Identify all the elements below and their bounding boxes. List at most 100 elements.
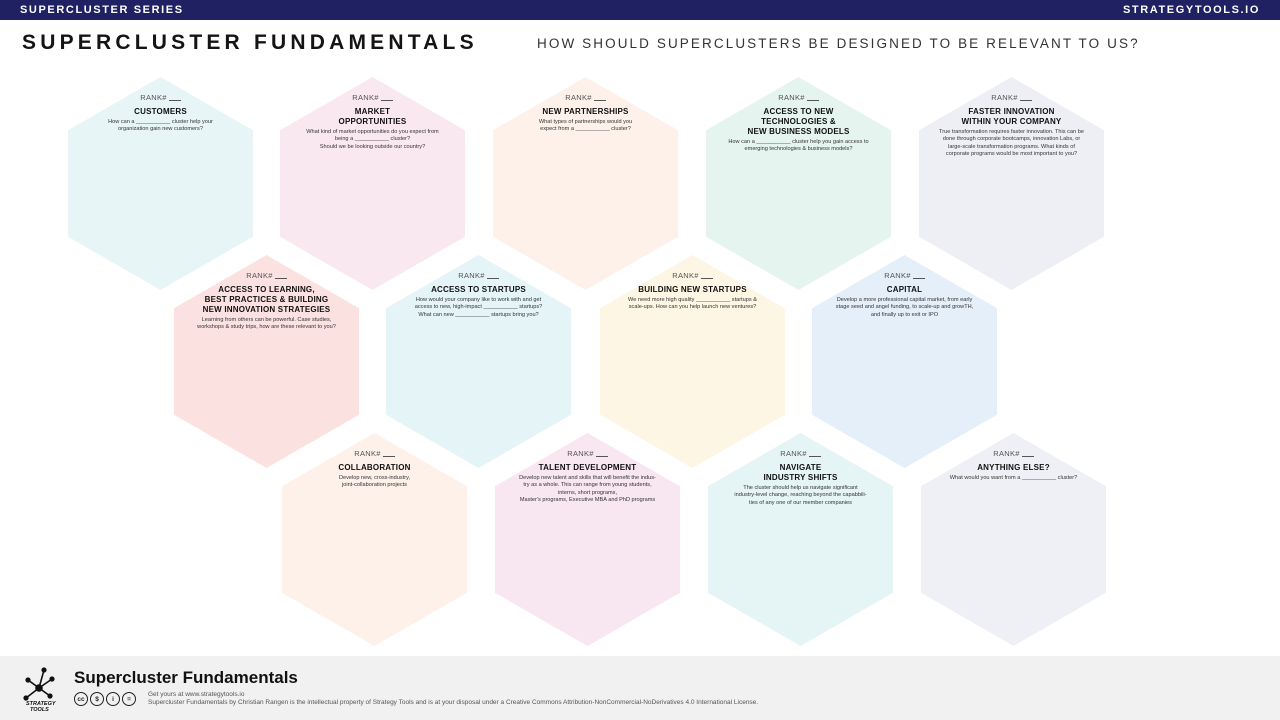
hexagon-description-line: Should we be looking outside our country…: [319, 143, 426, 150]
rank-field[interactable]: RANK#: [927, 449, 1100, 458]
rank-field[interactable]: RANK#: [925, 93, 1098, 102]
hexagon-description: What kind of market opportunities do you…: [286, 129, 459, 151]
rank-blank[interactable]: [380, 100, 393, 101]
hexagon-title-line: COLLABORATION: [338, 463, 411, 472]
hexagon-new-partnerships[interactable]: RANK# NEW PARTNERSHIPS What types of partn…: [493, 77, 678, 290]
hexagon-description: The cluster should help us navigate sign…: [714, 485, 887, 507]
rank-blank[interactable]: [1019, 100, 1032, 101]
hexagon-description-line: True transformation requires faster inno…: [939, 129, 1084, 135]
rank-field[interactable]: RANK#: [501, 449, 674, 458]
rank-label: RANK#: [567, 449, 594, 458]
hexagon-content: RANK# BUILDING NEW STARTUPS We need more h…: [600, 271, 785, 312]
rank-blank[interactable]: [700, 278, 713, 279]
hexagon-content: RANK# CAPITAL Develop a more professional …: [812, 271, 997, 319]
hexagon-content: RANK# CUSTOMERS How can a ___________ clus…: [68, 93, 253, 134]
rank-blank[interactable]: [808, 456, 821, 457]
rank-blank[interactable]: [274, 278, 287, 279]
hexagon-anything-else[interactable]: RANK# ANYTHING ELSE? What would you want f…: [921, 433, 1106, 646]
hexagon-title-line: NAVIGATE: [779, 463, 822, 472]
hexagon-content: RANK# ANYTHING ELSE? What would you want f…: [921, 449, 1106, 482]
rank-field[interactable]: RANK#: [392, 271, 565, 280]
rank-blank[interactable]: [168, 100, 181, 101]
hexagon-title: NEW PARTNERSHIPS: [499, 107, 672, 117]
hexagon-description-line: stage seed and angel funding, to scale-u…: [835, 304, 974, 311]
rank-blank[interactable]: [593, 100, 606, 101]
hexagon-title-line: ACCESS TO STARTUPS: [431, 285, 526, 294]
hexagon-title-line: NEW INNOVATION STRATEGIES: [202, 305, 331, 314]
rank-label: RANK#: [778, 93, 805, 102]
attribution-icon: i: [106, 692, 120, 706]
hexagon-access-to-startups[interactable]: RANK# ACCESS TO STARTUPS How would your co…: [386, 255, 571, 468]
hexagon-description-line: Learning from others can be powerful. Ca…: [201, 317, 332, 323]
rank-field[interactable]: RANK#: [286, 93, 459, 102]
rank-field[interactable]: RANK#: [606, 271, 779, 280]
rank-label: RANK#: [991, 93, 1018, 102]
rank-blank[interactable]: [595, 456, 608, 457]
hexagon-title-line: ACCESS TO NEW: [763, 107, 834, 116]
hexagon-faster-innovation[interactable]: RANK# FASTER INNOVATION WITHIN YOUR COMPAN…: [919, 77, 1104, 290]
noncommercial-icon: $: [90, 692, 104, 706]
hexagon-collaboration[interactable]: RANK# COLLABORATION Develop new, cross-ind…: [282, 433, 467, 646]
hexagon-content: RANK# FASTER INNOVATION WITHIN YOUR COMPAN…: [919, 93, 1104, 158]
hexagon-access-to-learning[interactable]: RANK# ACCESS TO LEARNING, BEST PRACTICES &…: [174, 255, 359, 468]
rank-field[interactable]: RANK#: [714, 449, 887, 458]
hexagon-content: RANK# ACCESS TO STARTUPS How would your co…: [386, 271, 571, 319]
hexagon-navigate-industry-shifts[interactable]: RANK# NAVIGATE INDUSTRY SHIFTS The cluster …: [708, 433, 893, 646]
hexagon-description-line: How can a ___________ cluster help you g…: [728, 139, 869, 145]
series-label: SUPERCLUSTER SERIES: [20, 4, 184, 16]
rank-field[interactable]: RANK#: [499, 93, 672, 102]
rank-label: RANK#: [246, 271, 273, 280]
hexagon-title-line: CAPITAL: [886, 285, 923, 294]
rank-blank[interactable]: [1021, 456, 1034, 457]
hexagon-title-line: ACCESS TO LEARNING,: [218, 285, 315, 294]
hexagon-description-line: corporate programs would be most importa…: [945, 150, 1078, 157]
site-label: STRATEGYTOOLS.IO: [1122, 4, 1260, 16]
hexagon-title-line: WITHIN YOUR COMPANY: [961, 117, 1062, 126]
hexagon-title: TALENT DEVELOPMENT: [501, 463, 674, 473]
footer-title: Supercluster Fundamentals: [74, 668, 298, 687]
hexagon-title: CAPITAL: [818, 285, 991, 295]
rank-blank[interactable]: [912, 278, 925, 279]
noderivatives-icon: =: [122, 692, 136, 706]
hexagon-title-line: CUSTOMERS: [134, 107, 187, 116]
hexagon-description-line: joint-collaboration projects: [342, 482, 407, 489]
hexagon-description: How would your company like to work with…: [392, 297, 565, 319]
hexagon-access-to-new-technologies[interactable]: RANK# ACCESS TO NEW TECHNOLOGIES & NEW BUSI…: [706, 77, 891, 290]
hexagon-title: FASTER INNOVATION WITHIN YOUR COMPANY: [925, 107, 1098, 127]
footer: STRATEGY TOOLS Supercluster Fundamentals…: [0, 656, 1280, 720]
hexagon-capital[interactable]: RANK# CAPITAL Develop a more professional …: [812, 255, 997, 468]
hexagon-description-line: What kind of market opportunities do you…: [306, 129, 439, 135]
hexagon-talent-development[interactable]: RANK# TALENT DEVELOPMENT Develop new talen…: [495, 433, 680, 646]
hexagon-description-line: ties of any one of our member companies: [749, 499, 852, 506]
footer-license-text: Supercluster Fundamentals by Christian R…: [148, 699, 759, 706]
hexagon-title-line: ANYTHING ELSE?: [977, 463, 1050, 472]
hexagon-customers[interactable]: RANK# CUSTOMERS How can a ___________ clus…: [68, 77, 253, 290]
footer-get-yours-link[interactable]: Get yours at www.strategytools.io: [148, 691, 245, 698]
rank-blank[interactable]: [382, 456, 395, 457]
hexagon-building-new-startups[interactable]: RANK# BUILDING NEW STARTUPS We need more h…: [600, 255, 785, 468]
hexagon-description-line: Master's programs, Executive MBA and PhD…: [519, 496, 656, 503]
hexagon-description-line: interns, short programs,: [557, 489, 618, 496]
rank-field[interactable]: RANK#: [712, 93, 885, 102]
hexagon-title-line: NEW PARTNERSHIPS: [542, 107, 629, 116]
hexagon-market-opportunities[interactable]: RANK# MARKET OPPORTUNITIES What kind of mar…: [280, 77, 465, 290]
rank-blank[interactable]: [806, 100, 819, 101]
rank-field[interactable]: RANK#: [180, 271, 353, 280]
rank-field[interactable]: RANK#: [818, 271, 991, 280]
hexagon-description-line: What would you want from a ___________ c…: [949, 475, 1078, 481]
hexagon-description: What would you want from a ___________ c…: [927, 475, 1100, 482]
hexagon-title-line: TECHNOLOGIES &: [761, 117, 836, 126]
logo-text: STRATEGY TOOLS: [26, 701, 56, 713]
creative-commons-icons: cc $ i =: [74, 692, 136, 706]
rank-blank[interactable]: [486, 278, 499, 279]
rank-label: RANK#: [672, 271, 699, 280]
rank-label: RANK#: [565, 93, 592, 102]
hexagon-title-line: OPPORTUNITIES: [338, 117, 407, 126]
top-banner: SUPERCLUSTER SERIES STRATEGYTOOLS.IO: [0, 0, 1280, 20]
rank-field[interactable]: RANK#: [288, 449, 461, 458]
cc-icon: cc: [74, 692, 88, 706]
rank-field[interactable]: RANK#: [74, 93, 247, 102]
hexagon-description-line: being a ___________ cluster?: [334, 136, 411, 143]
hexagon-description-line: emerging technologies & business models?: [744, 146, 853, 153]
hexagon-description-line: scale-ups. How can you help launch new v…: [628, 304, 757, 311]
